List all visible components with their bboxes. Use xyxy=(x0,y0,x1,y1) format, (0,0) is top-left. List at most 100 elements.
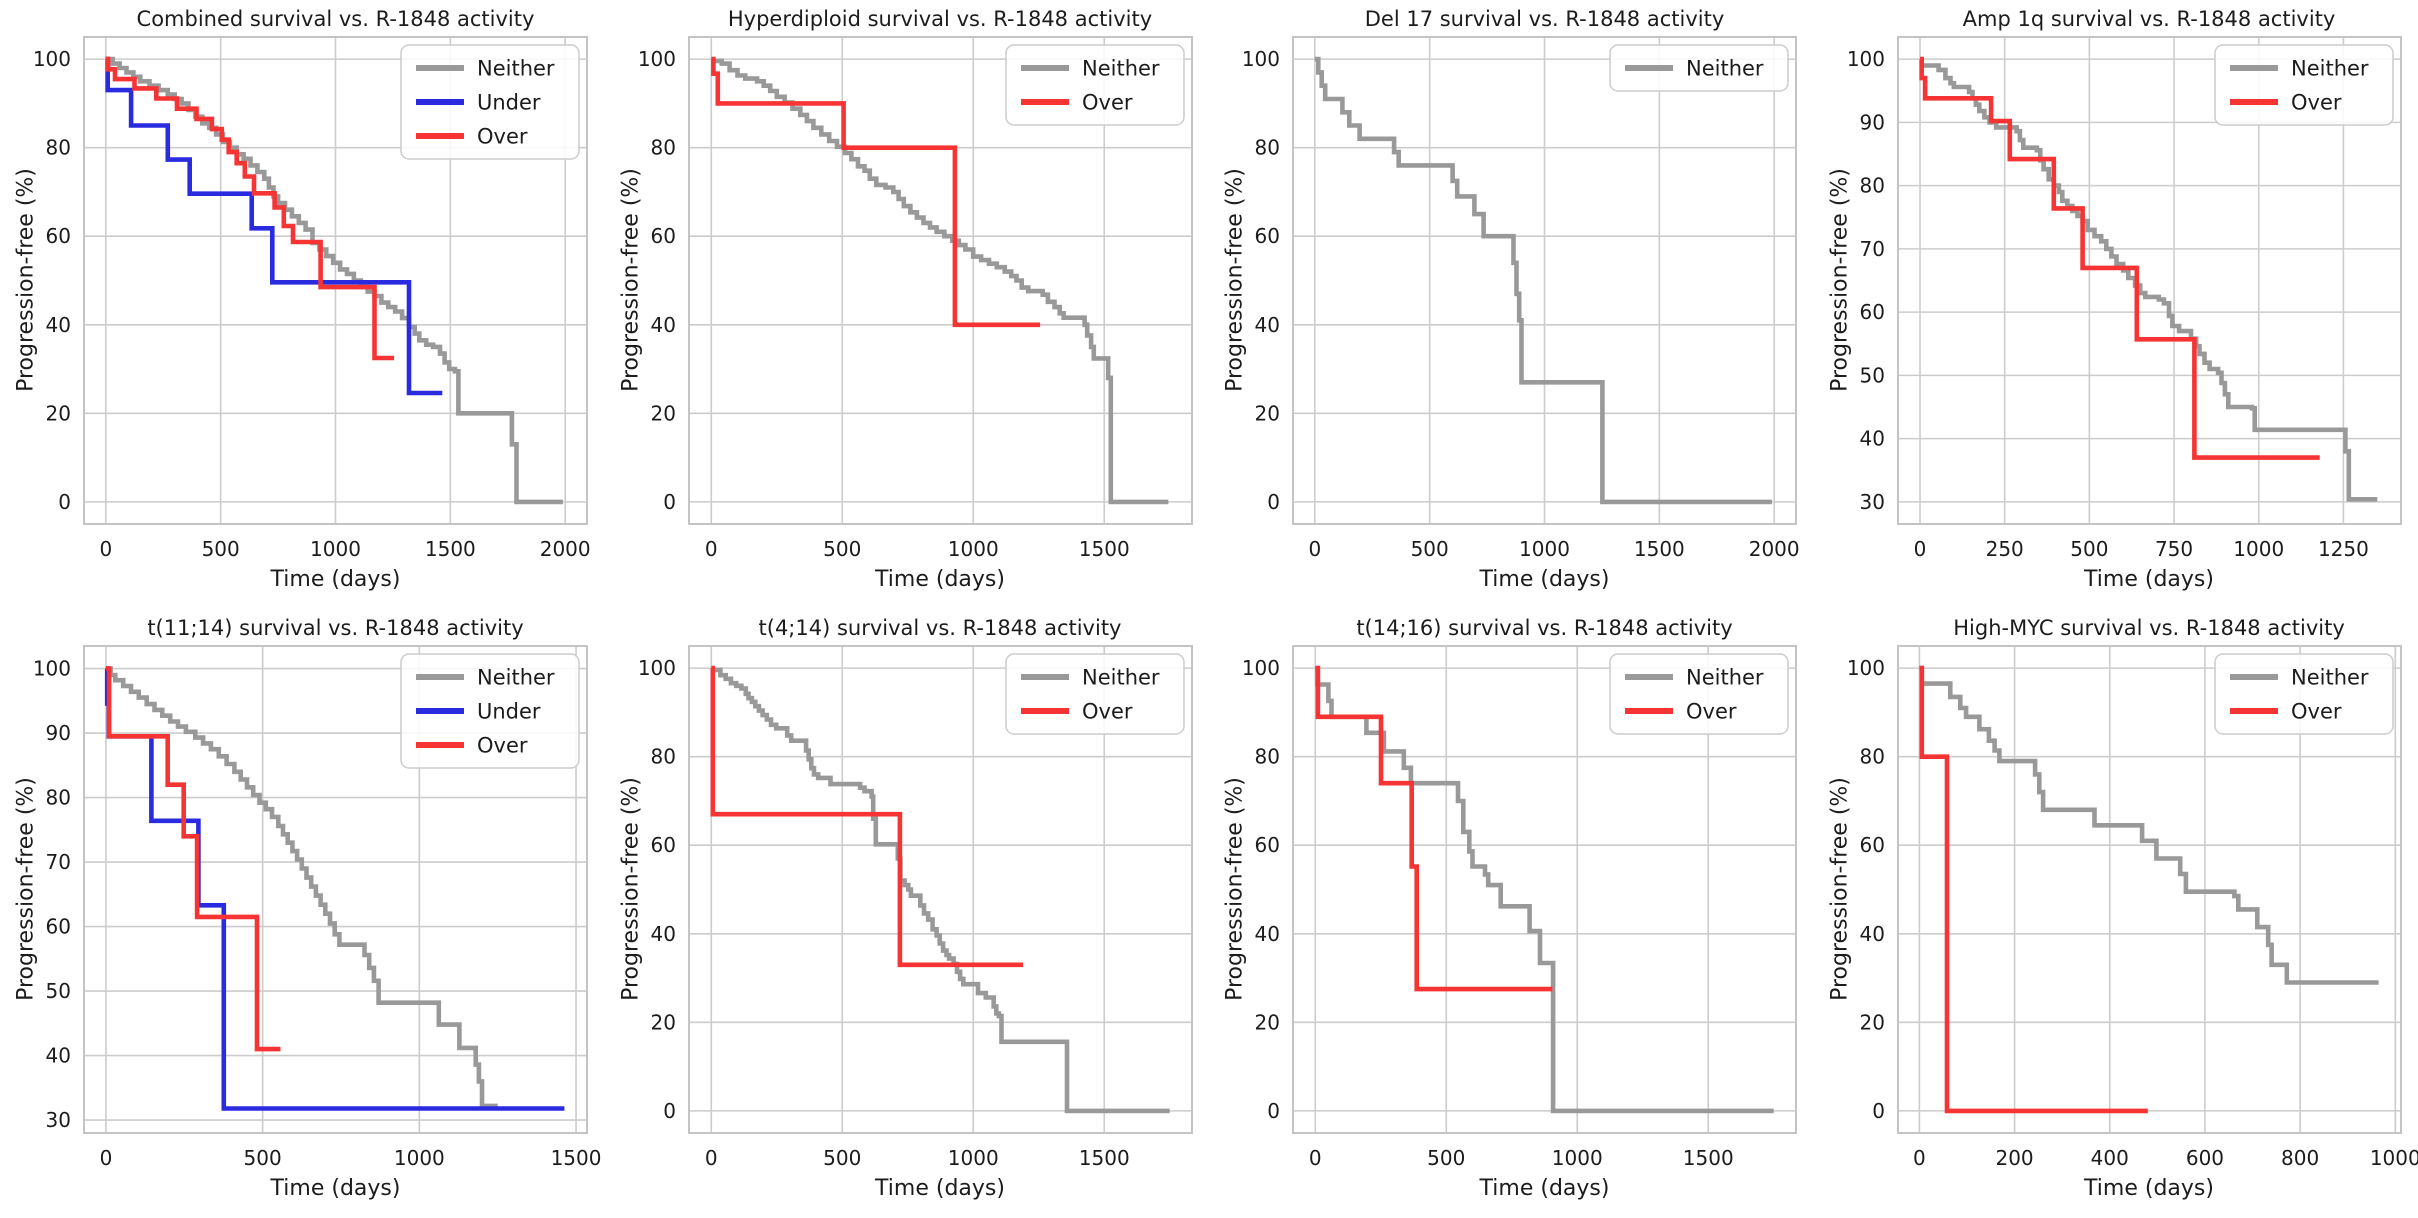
series-group xyxy=(1314,56,1772,505)
legend-label-over: Over xyxy=(2291,700,2342,724)
km-curve-neither xyxy=(710,667,1170,1114)
x-axis-label: Time (days) xyxy=(1479,567,1610,592)
x-tick-label: 800 xyxy=(2281,1146,2319,1170)
y-tick-label: 60 xyxy=(1859,300,1884,324)
km-curve-neither xyxy=(1314,56,1772,505)
x-tick-label: 1500 xyxy=(1683,1146,1734,1170)
plot-title: t(4;14) survival vs. R-1848 activity xyxy=(758,616,1122,640)
plot-title: Hyperdiploid survival vs. R-1848 activit… xyxy=(727,7,1153,31)
y-tick-labels: 0 20 40 60 80 100 xyxy=(1242,47,1280,514)
legend-label-over: Over xyxy=(2291,91,2342,115)
km-curve-over xyxy=(1315,665,1553,992)
x-axis-label: Time (days) xyxy=(2084,1176,2214,1201)
y-tick-label: 80 xyxy=(1255,745,1280,769)
x-tick-label: 600 xyxy=(2185,1146,2223,1170)
y-tick-label: 40 xyxy=(1859,922,1884,946)
plot-title: High-MYC survival vs. R-1848 activity xyxy=(1953,616,2345,640)
legend-label-neither: Neither xyxy=(477,57,555,81)
series-group xyxy=(105,56,563,505)
x-tick-label: 2000 xyxy=(540,537,591,561)
legend-label-under: Under xyxy=(477,700,541,724)
y-tick-label: 70 xyxy=(46,850,71,874)
x-tick-labels: 0 250 500 750 1000 1250 xyxy=(1913,537,2368,561)
legend: Neither Under Over xyxy=(400,44,580,160)
x-tick-label: 0 xyxy=(704,1146,717,1170)
x-tick-labels: 0 500 1000 1500 2000 xyxy=(99,537,590,561)
y-tick-label: 70 xyxy=(1859,237,1884,261)
y-tick-labels: 0 20 40 60 80 100 xyxy=(1242,656,1280,1123)
km-chart: 0 500 1000 1500 2000 0 20 40 60 80 100 Neither xyxy=(1242,36,1800,561)
y-tick-label: 90 xyxy=(1859,110,1884,134)
y-tick-label: 60 xyxy=(46,224,71,248)
x-tick-label: 1500 xyxy=(1634,537,1685,561)
y-tick-label: 0 xyxy=(1872,1099,1885,1123)
y-tick-label: 20 xyxy=(650,1010,675,1034)
km-curve-neither xyxy=(1315,665,1774,1114)
y-tick-label: 100 xyxy=(637,656,675,680)
x-tick-label: 1500 xyxy=(1078,1146,1129,1170)
km-curve-neither xyxy=(1918,665,2379,985)
series-group xyxy=(710,665,1170,1114)
x-tick-label: 1500 xyxy=(551,1146,602,1170)
y-tick-label: 100 xyxy=(33,47,71,71)
plot-title: t(14;16) survival vs. R-1848 activity xyxy=(1356,616,1733,640)
y-tick-label: 100 xyxy=(1846,656,1884,680)
km-chart: 0 250 500 750 1000 1250 30 40 50 60 70 80 90 100 Neith… xyxy=(1846,36,2402,561)
y-tick-label: 30 xyxy=(1859,490,1884,514)
x-tick-label: 0 xyxy=(1913,537,1926,561)
y-tick-label: 60 xyxy=(46,915,71,939)
plot-t11-14: t(11;14) survival vs. R-1848 activity Pr… xyxy=(0,609,605,1218)
y-tick-labels: 30 40 50 60 70 80 90 100 xyxy=(1846,47,1884,514)
x-tick-label: 0 xyxy=(99,537,112,561)
km-curve-neither xyxy=(105,666,498,1109)
x-tick-label: 1250 xyxy=(2317,537,2368,561)
plot-amp1q: Amp 1q survival vs. R-1848 activity Prog… xyxy=(1814,0,2418,609)
km-curve-neither xyxy=(1919,63,2377,502)
x-tick-label: 500 xyxy=(823,1146,861,1170)
x-axis-label: Time (days) xyxy=(1479,1176,1610,1201)
x-tick-label: 400 xyxy=(2090,1146,2128,1170)
grid-lines xyxy=(1897,37,2401,524)
plot-combined: Combined survival vs. R-1848 activity Pr… xyxy=(0,0,605,609)
plot-title: Del 17 survival vs. R-1848 activity xyxy=(1364,7,1725,31)
x-tick-label: 1000 xyxy=(2369,1146,2418,1170)
y-tick-label: 100 xyxy=(1846,47,1884,71)
x-tick-label: 500 xyxy=(823,537,861,561)
axes-spines xyxy=(83,36,588,525)
y-tick-label: 60 xyxy=(650,833,675,857)
y-tick-label: 40 xyxy=(1859,427,1884,451)
x-tick-label: 0 xyxy=(1309,1146,1322,1170)
plot-title: Combined survival vs. R-1848 activity xyxy=(136,7,535,31)
y-tick-label: 100 xyxy=(1242,656,1280,680)
x-tick-label: 750 xyxy=(2154,537,2192,561)
km-chart: 0 200 400 600 800 1000 0 20 40 60 80 100 Neither Over xyxy=(1846,645,2418,1170)
x-tick-label: 1000 xyxy=(2233,537,2284,561)
y-tick-label: 20 xyxy=(1255,401,1280,425)
legend-label-over: Over xyxy=(1686,700,1737,724)
y-tick-label: 0 xyxy=(58,490,71,514)
x-tick-label: 1000 xyxy=(1552,1146,1603,1170)
y-tick-label: 0 xyxy=(663,490,676,514)
x-tick-label: 500 xyxy=(244,1146,282,1170)
x-axis-label: Time (days) xyxy=(875,567,1005,592)
y-tick-label: 20 xyxy=(46,401,71,425)
legend-label-over: Over xyxy=(1082,91,1133,115)
y-tick-labels: 0 20 40 60 80 100 xyxy=(1846,656,1884,1123)
y-tick-labels: 0 20 40 60 80 100 xyxy=(637,656,675,1123)
legend: Neither Over xyxy=(2213,44,2394,126)
x-tick-labels: 0 500 1000 1500 xyxy=(100,1146,602,1170)
legend-box xyxy=(400,44,580,160)
y-tick-label: 50 xyxy=(1859,363,1884,387)
x-tick-labels: 0 500 1000 1500 xyxy=(704,537,1129,561)
y-tick-label: 50 xyxy=(46,979,71,1003)
series-group xyxy=(1315,665,1774,1114)
x-tick-label: 500 xyxy=(2070,537,2108,561)
legend-box xyxy=(400,653,580,769)
x-tick-labels: 0 500 1000 1500 2000 xyxy=(1308,537,1799,561)
y-tick-label: 40 xyxy=(1255,922,1280,946)
y-tick-label: 80 xyxy=(1859,174,1884,198)
x-tick-labels: 0 500 1000 1500 xyxy=(704,1146,1129,1170)
plot-hyperdiploid: Hyperdiploid survival vs. R-1848 activit… xyxy=(605,0,1210,609)
legend: Neither Over xyxy=(1609,653,1789,735)
km-chart: 0 500 1000 1500 0 20 40 60 80 100 Neither Over xyxy=(637,36,1193,561)
